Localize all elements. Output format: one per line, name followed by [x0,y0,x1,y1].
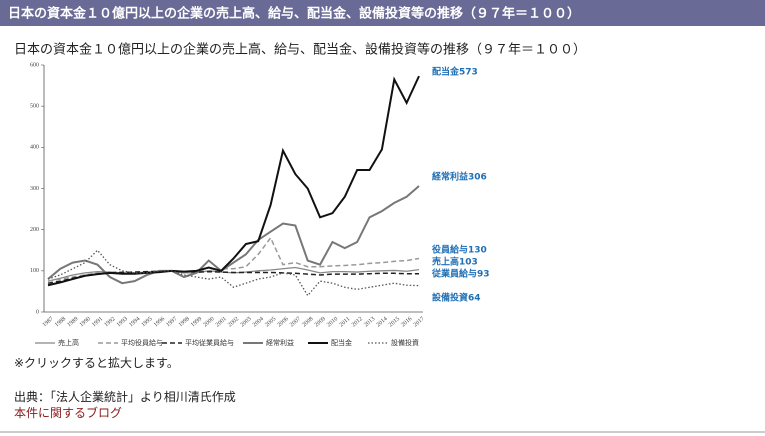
x-tick-label: 2014 [376,316,389,328]
x-tick-label: 2000 [202,316,215,328]
x-tick-label: 2017 [413,316,426,328]
blog-link[interactable]: 本件に関するブログ [14,406,123,420]
annotation: 経常利益306 [432,171,487,183]
x-tick-label: 2015 [388,316,401,328]
legend-label: 平均役員給与 [121,338,163,347]
x-tick-label: 2011 [339,316,352,328]
annotation: 売上高103 [432,256,478,268]
x-tick-label: 2007 [289,316,302,328]
x-tick-label: 1989 [66,316,79,328]
series-line [47,185,420,285]
x-tick-label: 1998 [178,316,191,328]
x-tick-label: 2001 [215,316,228,328]
x-tick-label: 2013 [363,316,376,328]
x-tick-label: 1990 [79,316,92,328]
y-tick-label: 100 [30,268,39,274]
chart-title: 日本の資本金１０億円以上の企業の売上高、給与、配当金、設備投資等の推移（９７年＝… [14,42,586,58]
x-tick-label: 2008 [301,316,314,328]
header-bar [0,0,765,26]
x-tick-label: 2005 [264,316,277,328]
x-tick-label: 2012 [351,316,364,328]
y-tick-label: 500 [30,104,39,110]
note: ※クリックすると拡大します。 [14,356,179,370]
x-tick-label: 1988 [54,316,67,328]
legend-label: 平均従業員給与 [185,338,234,347]
x-tick-label: 1999 [190,316,203,328]
x-tick-label: 1994 [128,316,141,328]
x-tick-label: 1992 [104,316,117,328]
legend-label: 経常利益 [266,338,294,347]
legend-label: 売上高 [58,338,79,347]
x-tick-label: 2006 [277,316,290,328]
series-line [47,236,420,282]
y-tick-label: 400 [30,145,39,151]
y-tick-label: 0 [36,309,39,315]
x-tick-label: 2010 [326,316,339,328]
annotation: 設備投資64 [432,292,481,304]
header-title: 日本の資本金１０億円以上の企業の売上高、給与、配当金、設備投資等の推移（９７年＝… [8,6,580,22]
x-tick-label: 1993 [116,316,129,328]
legend-label: 配当金 [331,338,352,347]
annotation: 役員給与130 [431,244,487,256]
legend-label: 設備投資 [391,338,419,347]
annotation: 配当金573 [432,66,478,78]
x-tick-label: 1987 [42,316,55,328]
y-tick-label: 600 [30,62,39,68]
x-tick-label: 2009 [314,316,327,328]
y-tick-label: 200 [30,227,39,233]
y-tick-label: 300 [30,186,39,192]
x-tick-label: 1995 [141,316,154,328]
series-line [47,249,420,297]
source: 出典：「法人企業統計」より相川清氏作成 [14,390,236,404]
x-tick-label: 2016 [400,316,413,328]
x-tick-label: 1997 [165,316,178,328]
series-line [47,270,419,284]
x-tick-label: 2002 [227,316,240,328]
annotation: 従業員給与93 [431,268,490,280]
x-tick-label: 2003 [240,316,253,328]
x-tick-label: 1991 [91,316,104,328]
x-tick-label: 2004 [252,316,265,328]
series-line [47,75,420,287]
x-tick-label: 1996 [153,316,166,328]
